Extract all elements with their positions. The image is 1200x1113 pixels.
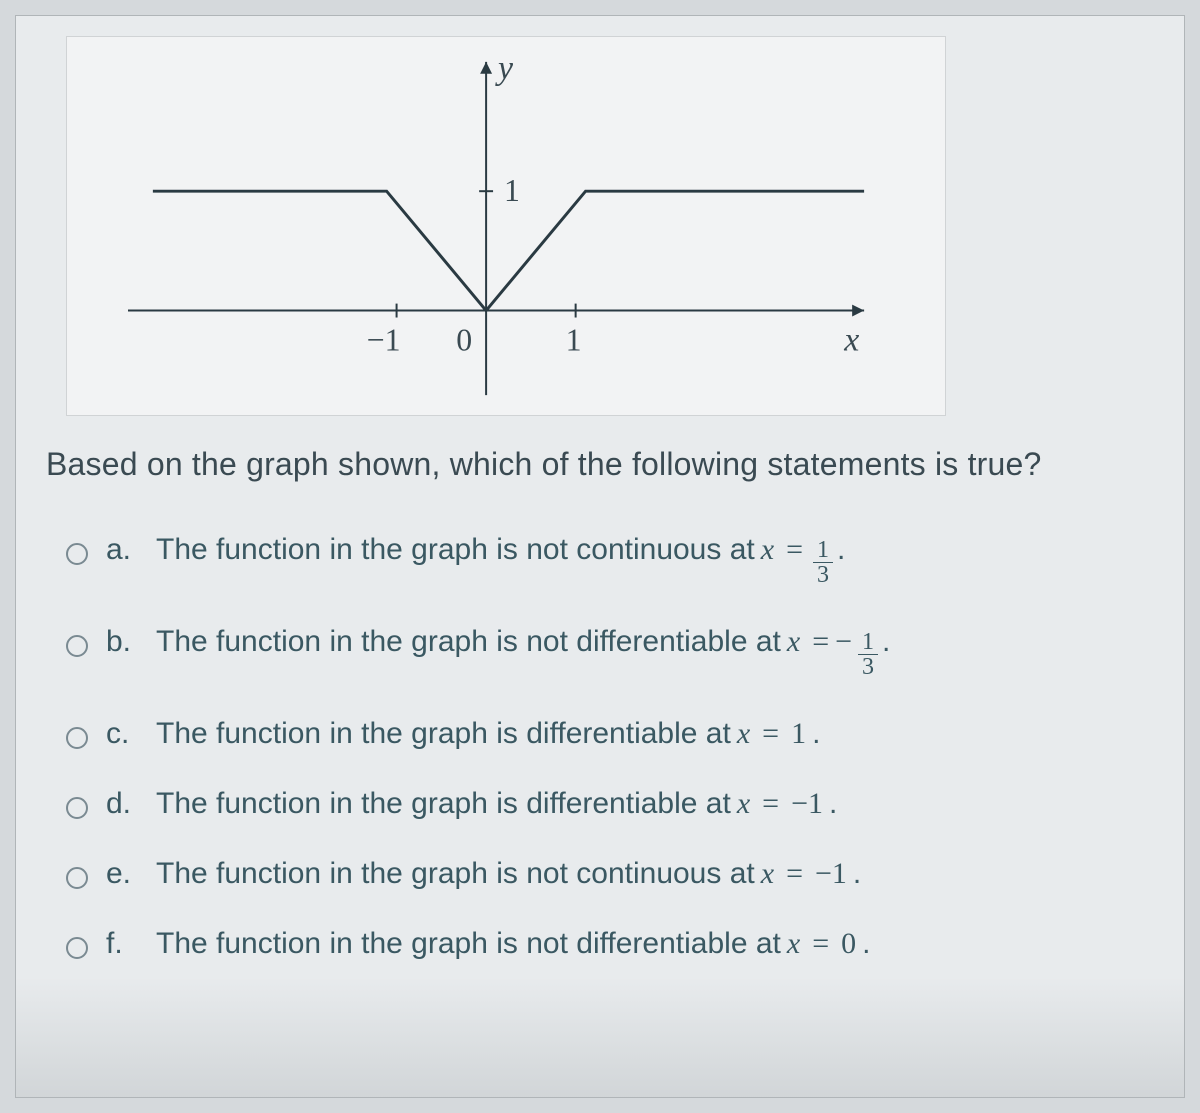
function-graph: y x 1 −1 0 1	[67, 37, 945, 415]
options-list: a.The function in the graph is not conti…	[66, 533, 1154, 961]
option-text: The function in the graph is differentia…	[156, 717, 820, 751]
option-prefix: The function in the graph is not continu…	[156, 857, 755, 891]
function-curve	[153, 191, 864, 310]
option-letter: e.	[106, 857, 156, 891]
int-value: 1	[791, 717, 806, 751]
scan-shadow	[16, 977, 1184, 1097]
y-tick-1-label: 1	[504, 173, 520, 208]
suffix: .	[853, 857, 861, 891]
radio-button[interactable]	[66, 867, 88, 889]
variable-x: x	[737, 787, 750, 821]
suffix: .	[812, 717, 820, 751]
equals-sign: =	[812, 625, 829, 659]
option-letter: b.	[106, 625, 156, 659]
x-axis-label: x	[843, 321, 859, 358]
variable-x: x	[761, 533, 774, 567]
radio-button[interactable]	[66, 635, 88, 657]
option-d[interactable]: d.The function in the graph is different…	[66, 787, 1154, 821]
numerator: 1	[858, 630, 878, 655]
radio-button[interactable]	[66, 937, 88, 959]
option-prefix: The function in the graph is not differe…	[156, 625, 781, 659]
option-text: The function in the graph is not differe…	[156, 625, 890, 681]
minus-sign: −	[835, 625, 852, 659]
option-e[interactable]: e.The function in the graph is not conti…	[66, 857, 1154, 891]
fraction-value: 13	[858, 630, 878, 679]
y-axis-label: y	[495, 50, 514, 87]
radio-button[interactable]	[66, 727, 88, 749]
option-b[interactable]: b.The function in the graph is not diffe…	[66, 625, 1154, 681]
graph-container: y x 1 −1 0 1	[66, 36, 946, 416]
int-value: −1	[815, 857, 847, 891]
x-tick-0-label: 0	[456, 322, 472, 357]
option-text: The function in the graph is not differe…	[156, 927, 870, 961]
option-text: The function in the graph is not continu…	[156, 857, 861, 891]
suffix: .	[862, 927, 870, 961]
equals-sign: =	[812, 927, 829, 961]
int-value: −1	[791, 787, 823, 821]
x-arrow	[852, 305, 864, 317]
option-letter: f.	[106, 927, 156, 961]
option-text: The function in the graph is differentia…	[156, 787, 837, 821]
equals-sign: =	[762, 787, 779, 821]
option-letter: d.	[106, 787, 156, 821]
denominator: 3	[813, 563, 833, 587]
option-a[interactable]: a.The function in the graph is not conti…	[66, 533, 1154, 589]
x-tick-1-label: 1	[566, 322, 582, 357]
option-prefix: The function in the graph is not differe…	[156, 927, 781, 961]
variable-x: x	[737, 717, 750, 751]
suffix: .	[882, 625, 890, 659]
option-prefix: The function in the graph is not continu…	[156, 533, 755, 567]
fraction-value: 13	[813, 538, 833, 587]
option-prefix: The function in the graph is differentia…	[156, 717, 731, 751]
y-arrow	[480, 62, 492, 74]
variable-x: x	[761, 857, 774, 891]
x-tick-neg1-label: −1	[367, 322, 401, 357]
option-c[interactable]: c.The function in the graph is different…	[66, 717, 1154, 751]
numerator: 1	[813, 538, 833, 563]
option-letter: c.	[106, 717, 156, 751]
option-f[interactable]: f.The function in the graph is not diffe…	[66, 927, 1154, 961]
radio-button[interactable]	[66, 797, 88, 819]
option-text: The function in the graph is not continu…	[156, 533, 845, 589]
suffix: .	[829, 787, 837, 821]
radio-button[interactable]	[66, 543, 88, 565]
int-value: 0	[841, 927, 856, 961]
suffix: .	[837, 533, 845, 567]
question-page: y x 1 −1 0 1 Based on the graph shown, w…	[15, 15, 1185, 1098]
option-prefix: The function in the graph is differentia…	[156, 787, 731, 821]
equals-sign: =	[786, 533, 803, 567]
denominator: 3	[858, 655, 878, 679]
variable-x: x	[787, 927, 800, 961]
question-text: Based on the graph shown, which of the f…	[46, 446, 1154, 483]
variable-x: x	[787, 625, 800, 659]
equals-sign: =	[786, 857, 803, 891]
equals-sign: =	[762, 717, 779, 751]
option-letter: a.	[106, 533, 156, 567]
